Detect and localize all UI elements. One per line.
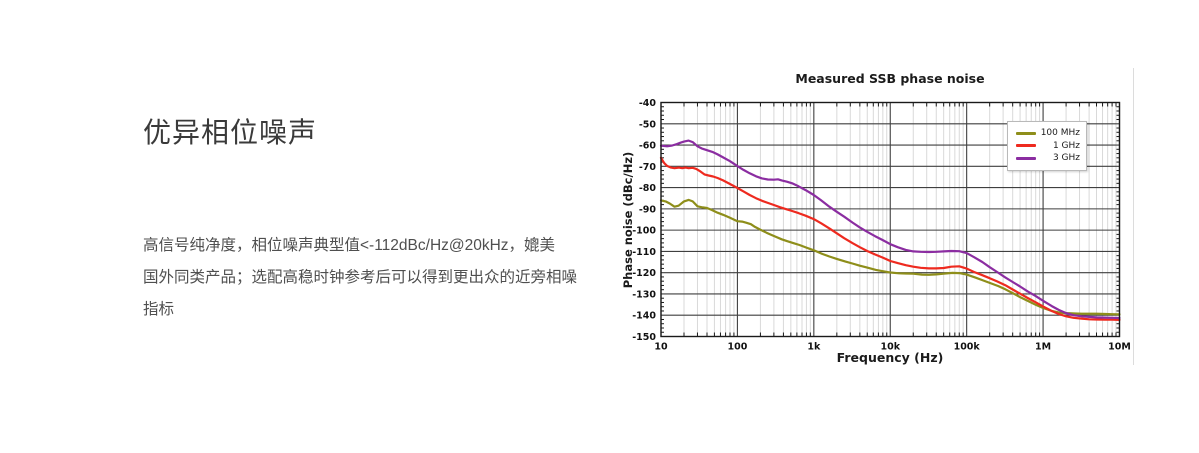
x-tick-label: 10 xyxy=(654,342,668,353)
x-tick-label: 100 xyxy=(727,342,747,353)
y-tick-label: -40 xyxy=(639,98,657,109)
legend-label: 3 GHz xyxy=(1052,153,1080,164)
column-divider xyxy=(1133,68,1134,365)
y-tick-label: -120 xyxy=(632,268,656,279)
curve-1-ghz xyxy=(659,156,1121,321)
y-tick-label: -150 xyxy=(632,332,656,343)
y-tick-label: -70 xyxy=(639,162,657,173)
legend-item-1-ghz: 1 GHz xyxy=(1016,140,1080,153)
curve-100-mhz xyxy=(659,198,1121,316)
y-tick-label: -140 xyxy=(632,311,656,322)
plot-border xyxy=(660,101,1121,338)
x-tick-label: 10M xyxy=(1108,342,1131,353)
legend-line-icon xyxy=(1016,144,1036,148)
x-axis-title: Frequency (Hz) xyxy=(836,350,944,365)
chart-title: Measured SSB phase noise xyxy=(795,71,985,86)
legend-line-icon xyxy=(1016,131,1036,135)
y-tick-label: -80 xyxy=(639,183,657,194)
section-heading: 优异相位噪声 xyxy=(143,117,318,148)
y-tick-label: -50 xyxy=(639,119,657,130)
y-tick-label: -60 xyxy=(639,141,657,152)
legend-item-100-mhz: 100 MHz xyxy=(1016,127,1080,140)
chart-legend: 100 MHz 1 GHz 3 GHz xyxy=(1007,121,1087,171)
legend-item-3-ghz: 3 GHz xyxy=(1016,152,1080,165)
legend-label: 100 MHz xyxy=(1040,128,1080,139)
y-tick-label: -100 xyxy=(632,226,656,237)
y-tick-label: -110 xyxy=(632,247,656,258)
x-tick-label: 1M xyxy=(1035,342,1051,353)
x-tick-label: 10k xyxy=(880,342,900,353)
body-line-3: 指标 xyxy=(143,301,175,318)
x-tick-label: 1k xyxy=(807,342,821,353)
legend-line-icon xyxy=(1016,156,1036,160)
y-tick-label: -130 xyxy=(632,289,656,300)
y-tick-label: -90 xyxy=(639,204,657,215)
x-tick-label: 100k xyxy=(954,342,981,353)
curve-3-ghz xyxy=(659,139,1121,320)
section-body: 高信号纯净度，相位噪声典型值<-112dBc/Hz@20kHz，媲美 国外同类产… xyxy=(143,230,623,326)
body-line-2: 国外同类产品；选配高稳时钟参考后可以得到更出众的近旁相噪 xyxy=(143,269,578,286)
phase-noise-plot: -40 -50 -60 -70 -80 -90 -100 -110 -120 -130 -140 -1… xyxy=(632,98,1131,353)
legend-label: 1 GHz xyxy=(1052,140,1080,151)
body-line-1: 高信号纯净度，相位噪声典型值<-112dBc/Hz@20kHz，媲美 xyxy=(143,237,556,254)
